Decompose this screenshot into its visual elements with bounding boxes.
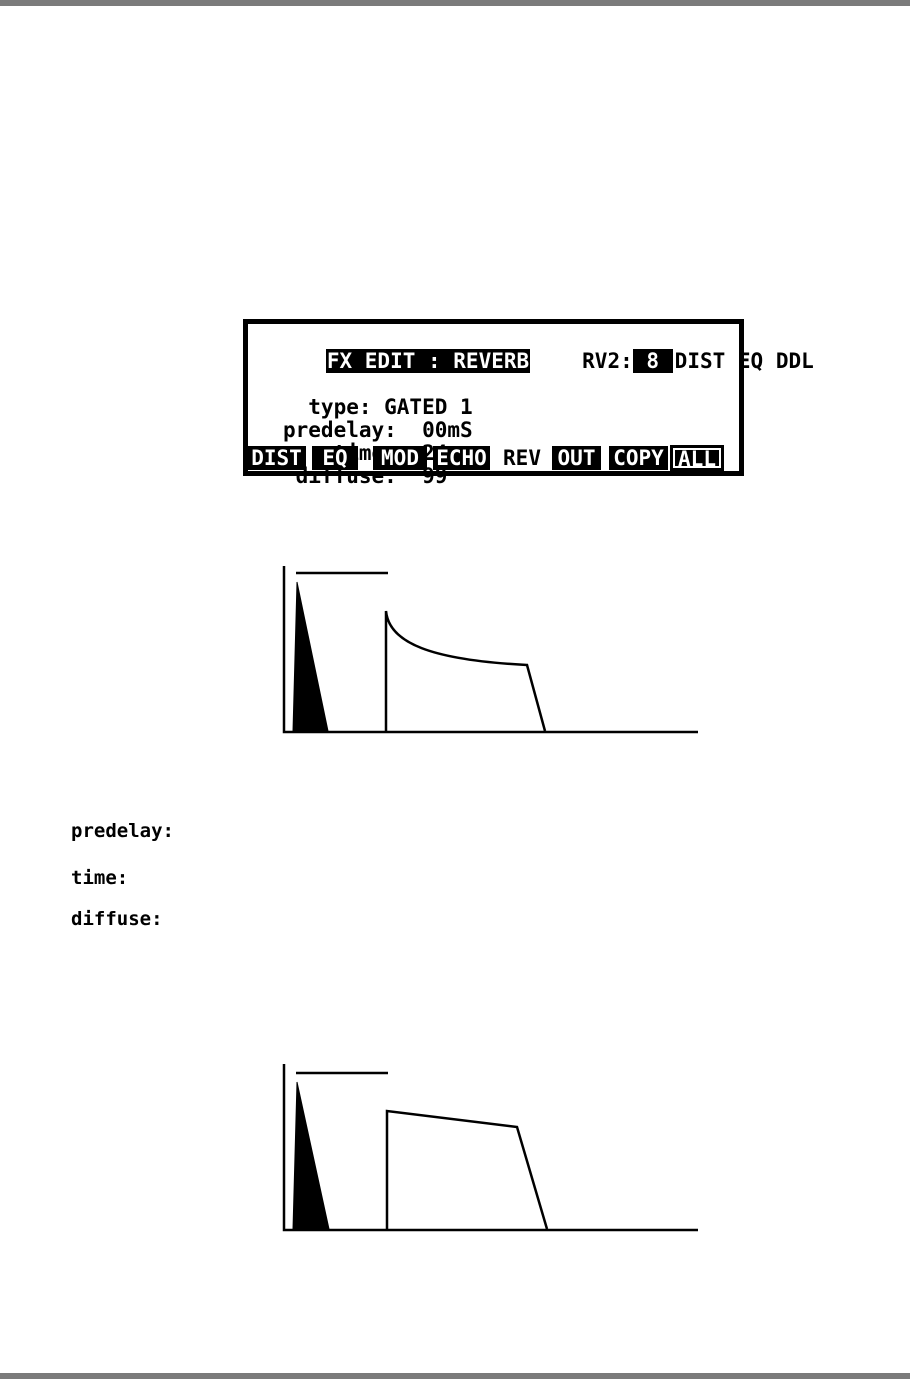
annotation-label-time: time:: [71, 867, 129, 889]
direct-signal-triangle: [292, 581, 329, 732]
param-row-predelay: predelay: 00mS: [283, 418, 473, 442]
bottom-page-divider: [0, 1373, 910, 1379]
unit-field-value[interactable]: 8: [632, 349, 673, 373]
fx-chain-label: DIST EQ DDL: [674, 349, 814, 373]
lcd-content: FX EDIT : REVERB RV2: 8 DIST EQ DDL type:…: [247, 327, 814, 488]
softkey-eq[interactable]: EQ: [312, 446, 358, 470]
lcd-screen: FX EDIT : REVERB RV2: 8 DIST EQ DDL type:…: [243, 319, 814, 488]
softkey-copy[interactable]: COPY: [609, 446, 668, 470]
diagram-axes: [282, 566, 698, 734]
reverb-envelope-path: [384, 610, 547, 732]
param-row-type: type: GATED 1: [283, 395, 473, 419]
top-page-divider: [0, 0, 910, 6]
softkey-all[interactable]: ALL: [673, 448, 721, 470]
reverb-envelope-path: [385, 1109, 549, 1230]
envelope-diagram-flat: [282, 1064, 698, 1232]
softkey-row: DIST EQ MOD ECHO REV OUT COPY ALL: [247, 446, 739, 470]
envelope-diagram-decaying: [282, 566, 698, 734]
unit-field-label: RV2:: [582, 349, 633, 373]
softkey-mod[interactable]: MOD: [373, 446, 427, 470]
param-row-diffuse: diffuse: 99: [283, 464, 448, 488]
softkey-rev-current[interactable]: REV: [503, 446, 541, 470]
softkey-echo[interactable]: ECHO: [433, 446, 490, 470]
softkey-out[interactable]: OUT: [552, 446, 601, 470]
diagram-axes: [282, 1064, 698, 1232]
softkey-dist[interactable]: DIST: [247, 446, 306, 470]
direct-signal-triangle: [292, 1081, 330, 1230]
page-title: FX EDIT : REVERB: [325, 349, 531, 373]
annotation-label-predelay: predelay:: [71, 820, 174, 842]
annotation-label-diffuse: diffuse:: [71, 908, 163, 930]
lcd-header-row: FX EDIT : REVERB RV2: 8 DIST EQ DDL: [248, 327, 814, 396]
